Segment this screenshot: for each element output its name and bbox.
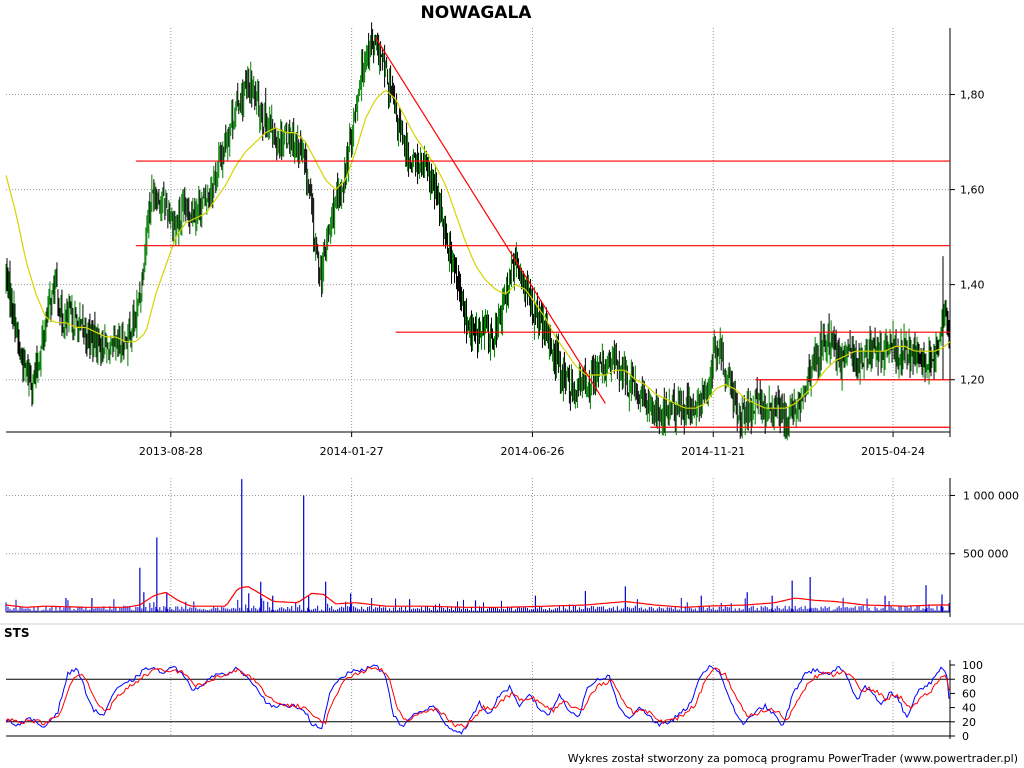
sts-y-tick-label: 0 — [962, 730, 969, 743]
chart-title: NOWAGALA — [421, 3, 533, 23]
volume-bars — [5, 479, 950, 612]
x-tick-label: 2014-06-26 — [500, 445, 564, 458]
price-y-tick-label: 1,20 — [960, 374, 985, 387]
volume-average-line — [5, 586, 950, 608]
sts-y-tick-label: 40 — [962, 702, 976, 715]
x-tick-label: 2014-01-27 — [320, 445, 384, 458]
sts-y-tick-label: 20 — [962, 716, 976, 729]
price-y-tick-label: 1,60 — [960, 184, 985, 197]
price-candles — [5, 22, 951, 441]
sts-indicator-title: STS — [4, 626, 29, 640]
volume-panel: 500 000 1 000 000 — [5, 478, 1019, 617]
moving-average-line — [5, 90, 951, 409]
price-y-tick-label: 1,80 — [960, 89, 985, 102]
sts-y-tick-label: 60 — [962, 687, 976, 700]
volume-y-tick-label: 500 000 — [963, 548, 1009, 561]
x-tick-label: 2015-04-24 — [861, 445, 925, 458]
sts-k-line — [5, 664, 950, 735]
sts-y-tick-label: 100 — [962, 659, 983, 672]
downtrend-line — [375, 37, 606, 404]
sts-d-line — [5, 667, 950, 729]
x-tick-label: 2014-11-21 — [681, 445, 745, 458]
price-y-tick-label: 1,40 — [960, 279, 985, 292]
x-tick-label: 2013-08-28 — [139, 445, 203, 458]
footer-credit: Wykres został stworzony za pomocą progra… — [568, 752, 1018, 765]
price-panel: 2013-08-28 2014-01-27 2014-06-26 2014-11-21… — [5, 22, 985, 737]
volume-y-tick-label: 1 000 000 — [963, 489, 1019, 502]
sts-y-tick-label: 80 — [962, 673, 976, 686]
